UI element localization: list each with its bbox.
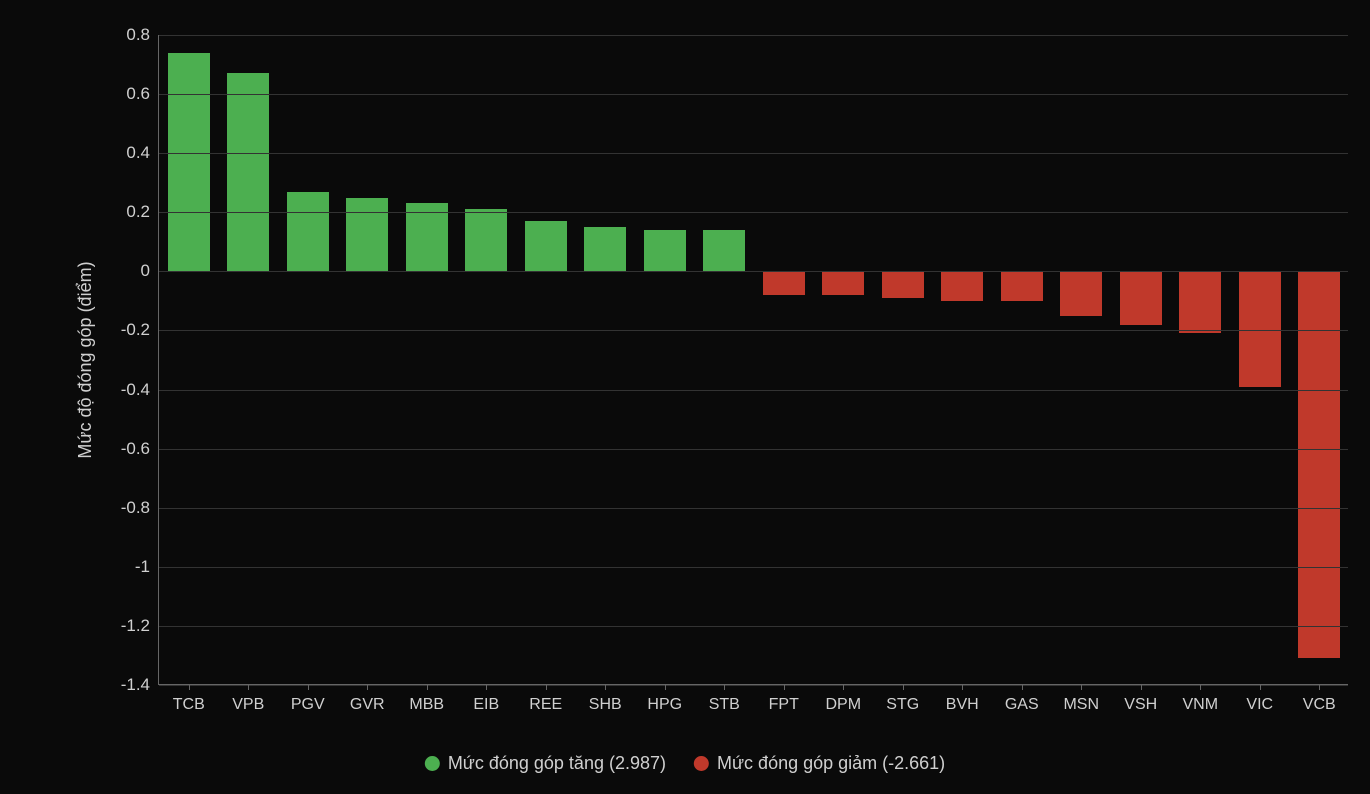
plot-area: TCBVPBPGVGVRMBBEIBREESHBHPGSTBFPTDPMSTGB… [158,35,1348,685]
y-tick-label: -0.2 [121,320,150,340]
x-tick-mark [189,684,190,690]
legend-item-down: Mức đóng góp giảm (-2.661) [694,753,945,774]
bar-stb [703,230,745,271]
x-tick-mark [486,684,487,690]
y-tick-label: -1 [135,557,150,577]
x-tick-label-vpb: VPB [232,696,264,714]
bar-mbb [406,203,448,271]
gridline [159,35,1348,36]
x-tick-mark [903,684,904,690]
bar-hpg [644,230,686,271]
x-tick-label-ree: REE [529,696,562,714]
bar-vnm [1179,271,1221,333]
y-tick-label: -0.4 [121,380,150,400]
bar-fpt [763,271,805,295]
y-tick-label: 0.8 [126,25,150,45]
y-tick-label: -0.6 [121,439,150,459]
bar-dpm [822,271,864,295]
bar-stg [882,271,924,298]
zero-line [159,271,1348,272]
x-tick-mark [784,684,785,690]
y-tick-label: 0.2 [126,202,150,222]
x-tick-mark [248,684,249,690]
bar-tcb [168,53,210,272]
x-tick-label-tcb: TCB [173,696,205,714]
x-tick-mark [665,684,666,690]
gridline [159,94,1348,95]
x-tick-label-stg: STG [886,696,919,714]
x-tick-mark [308,684,309,690]
gridline [159,626,1348,627]
x-tick-mark [1081,684,1082,690]
bar-vpb [227,73,269,271]
y-ticks: -1.4-1.2-1-0.8-0.6-0.4-0.200.20.40.60.8 [0,35,158,685]
legend-label-up: Mức đóng góp tăng (2.987) [448,753,666,774]
legend-label-down: Mức đóng góp giảm (-2.661) [717,753,945,774]
bar-bvh [941,271,983,301]
x-tick-label-mbb: MBB [409,696,444,714]
gridline [159,153,1348,154]
x-tick-mark [367,684,368,690]
x-tick-label-hpg: HPG [647,696,682,714]
x-tick-label-gas: GAS [1005,696,1039,714]
gridline [159,508,1348,509]
x-tick-label-pgv: PGV [291,696,325,714]
x-tick-mark [962,684,963,690]
legend-dot-up [425,756,440,771]
x-tick-mark [1022,684,1023,690]
bar-vsh [1120,271,1162,324]
bar-eib [465,209,507,271]
legend-dot-down [694,756,709,771]
bar-gvr [346,198,388,272]
x-tick-label-dpm: DPM [825,696,861,714]
y-tick-label: 0.4 [126,143,150,163]
x-tick-mark [843,684,844,690]
y-tick-label: 0.6 [126,84,150,104]
x-tick-label-fpt: FPT [769,696,799,714]
bars-container [159,35,1348,684]
y-tick-label: -1.4 [121,675,150,695]
x-tick-label-msn: MSN [1063,696,1099,714]
x-tick-label-vsh: VSH [1124,696,1157,714]
x-tick-mark [724,684,725,690]
y-tick-label: 0 [141,261,150,281]
x-tick-label-vic: VIC [1246,696,1273,714]
x-tick-mark [1260,684,1261,690]
bar-gas [1001,271,1043,301]
bar-vic [1239,271,1281,386]
x-tick-mark [605,684,606,690]
bar-pgv [287,192,329,272]
bar-msn [1060,271,1102,315]
gridline [159,567,1348,568]
gridline [159,449,1348,450]
gridline [159,212,1348,213]
x-tick-mark [427,684,428,690]
x-tick-label-eib: EIB [473,696,499,714]
x-tick-label-vnm: VNM [1182,696,1218,714]
x-tick-mark [546,684,547,690]
contribution-bar-chart: Mức độ đóng góp (điểm) -1.4-1.2-1-0.8-0.… [0,0,1370,794]
x-tick-label-vcb: VCB [1303,696,1336,714]
bar-vcb [1298,271,1340,658]
x-tick-label-gvr: GVR [350,696,385,714]
x-tick-mark [1200,684,1201,690]
y-tick-label: -0.8 [121,498,150,518]
legend-item-up: Mức đóng góp tăng (2.987) [425,753,666,774]
bar-ree [525,221,567,271]
x-tick-label-shb: SHB [589,696,622,714]
x-tick-label-stb: STB [709,696,740,714]
bar-shb [584,227,626,271]
gridline [159,330,1348,331]
y-tick-label: -1.2 [121,616,150,636]
x-tick-mark [1141,684,1142,690]
x-tick-mark [1319,684,1320,690]
gridline [159,685,1348,686]
x-tick-label-bvh: BVH [946,696,979,714]
gridline [159,390,1348,391]
legend: Mức đóng góp tăng (2.987) Mức đóng góp g… [425,753,945,774]
